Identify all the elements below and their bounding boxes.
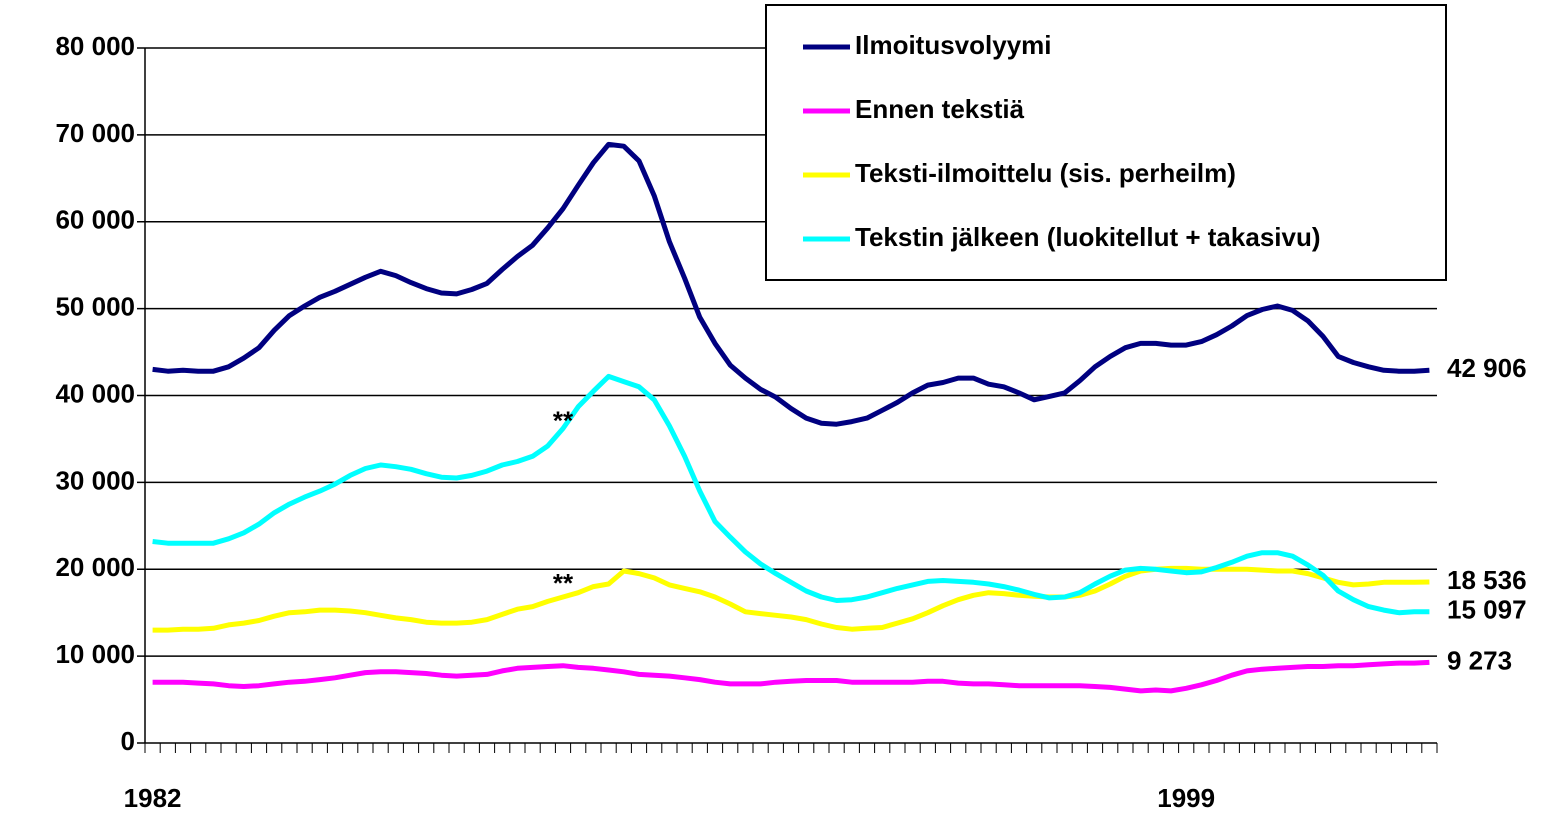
y-tick-label: 30 000	[55, 465, 135, 495]
end-label: 9 273	[1447, 645, 1512, 675]
y-tick-label: 60 000	[55, 205, 135, 235]
y-tick-label: 20 000	[55, 552, 135, 582]
legend-label: Ilmoitusvolyymi	[855, 30, 1052, 60]
series-line	[152, 659, 1430, 694]
y-tick-label: 10 000	[55, 639, 135, 669]
x-tick-label: 1999	[1157, 783, 1215, 813]
end-label: 15 097	[1447, 595, 1527, 625]
y-tick-label: 70 000	[55, 118, 135, 148]
legend-label: Ennen tekstiä	[855, 94, 1025, 124]
end-label: 18 536	[1447, 565, 1527, 595]
legend-label: Teksti-ilmoittelu (sis. perheilm)	[855, 158, 1236, 188]
series-line	[152, 373, 1430, 616]
x-tick-label: 1982	[124, 783, 182, 813]
end-label: 42 906	[1447, 353, 1527, 383]
legend-box	[765, 4, 1447, 281]
series-line	[152, 565, 1430, 633]
series-line	[152, 141, 1430, 427]
y-tick-label: 80 000	[55, 31, 135, 61]
y-tick-label: 0	[121, 726, 135, 756]
y-tick-label: 50 000	[55, 292, 135, 322]
y-tick-label: 40 000	[55, 378, 135, 408]
legend-label: Tekstin jälkeen (luokitellut + takasivu)	[855, 222, 1321, 252]
annotation: **	[553, 405, 574, 435]
annotation: **	[553, 568, 574, 598]
